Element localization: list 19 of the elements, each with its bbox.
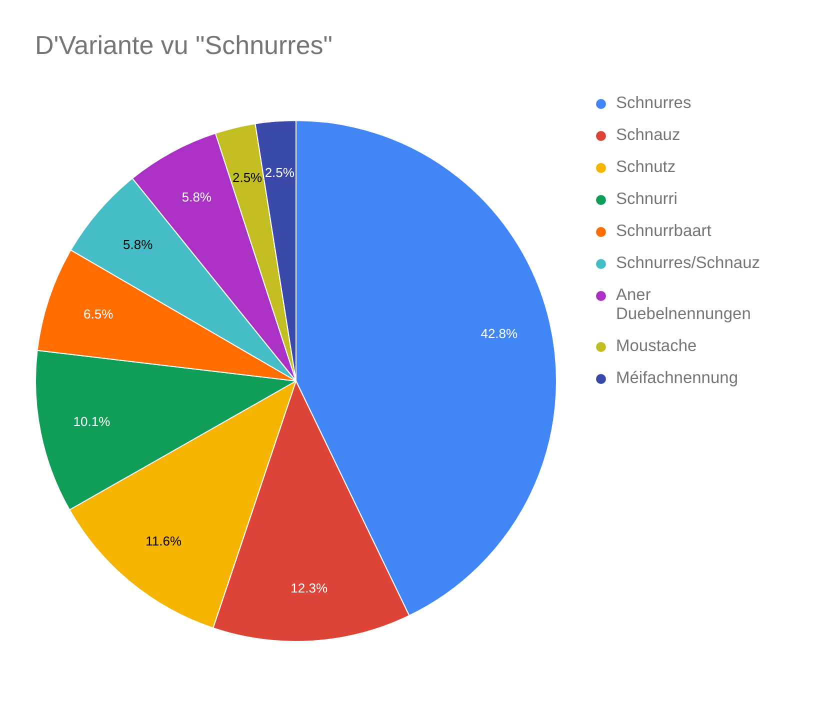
data-label: 2.5% bbox=[264, 164, 295, 180]
data-label: 5.8% bbox=[123, 236, 154, 252]
data-label: 10.1% bbox=[73, 414, 111, 429]
chart-title: D'Variante vu "Schnurres" bbox=[35, 30, 333, 61]
data-label: 42.8% bbox=[480, 326, 518, 342]
legend-label: Schnauz bbox=[616, 126, 680, 144]
legend-label: Moustache bbox=[616, 337, 697, 355]
legend-label: Schnurri bbox=[616, 190, 678, 208]
legend-label: Schnurrbaart bbox=[616, 222, 712, 240]
data-label: 5.8% bbox=[182, 189, 212, 204]
data-label: 12.3% bbox=[290, 580, 328, 596]
legend-label: Aner Duebelnennungen bbox=[616, 286, 751, 323]
legend-label: Schnurres/Schnauz bbox=[616, 254, 760, 272]
data-label: 6.5% bbox=[84, 306, 114, 322]
data-label: 11.6% bbox=[146, 533, 182, 548]
legend-label: Schnutz bbox=[616, 158, 676, 176]
data-label: 2.5% bbox=[232, 170, 263, 185]
legend-label: Schnurres bbox=[616, 94, 692, 112]
legend-label: Méifachnennung bbox=[616, 369, 738, 387]
